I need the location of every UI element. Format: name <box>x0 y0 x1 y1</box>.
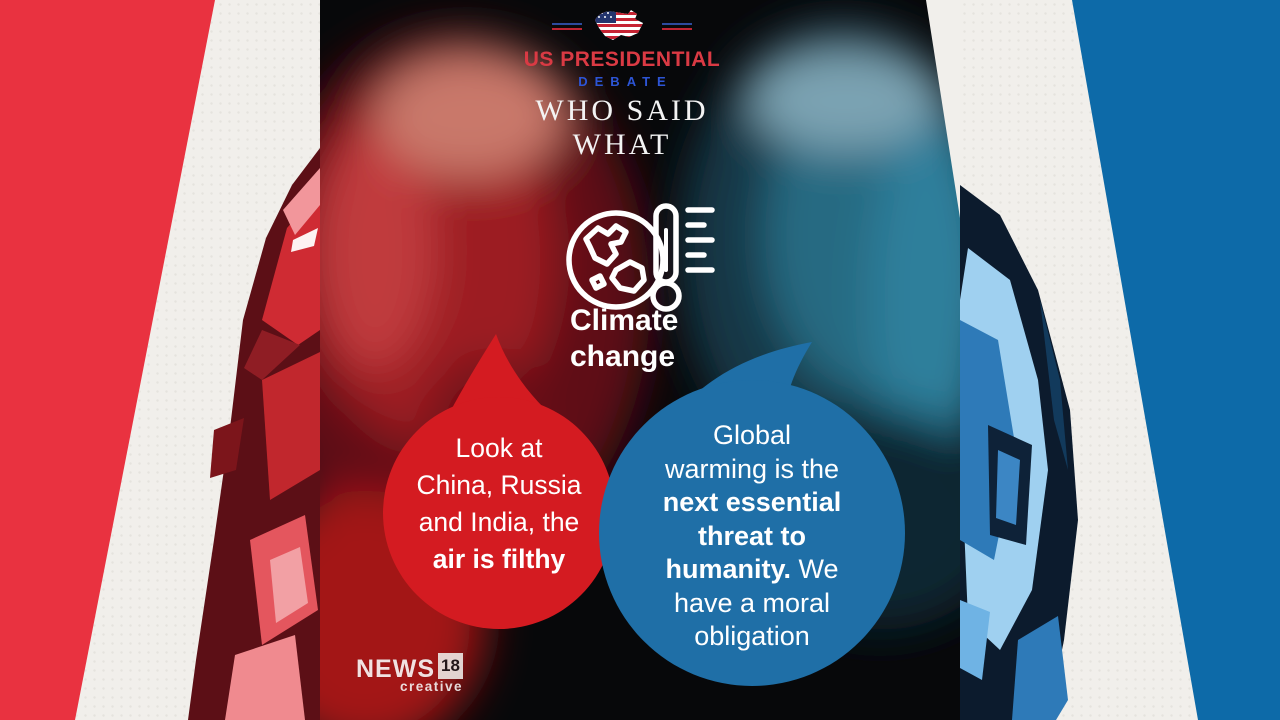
quote-line: next essential <box>662 487 842 517</box>
biden-quote-text: Global warming is the next essential thr… <box>615 419 889 654</box>
quote-line: warming is the <box>664 453 840 484</box>
quote-line: Look at <box>455 433 543 463</box>
us-map-flag-icon <box>595 10 643 40</box>
speech-bubbles <box>383 334 905 686</box>
news18-creative-logo: NEWS 18 creative <box>356 653 463 694</box>
news18-number-badge: 18 <box>438 653 463 679</box>
trump-quote-text: Look at China, Russia and India, the air… <box>384 430 614 578</box>
blue-speech-bubble <box>599 342 905 686</box>
brand-left-lines <box>552 22 582 30</box>
page-title-line1: WHO SAID <box>535 94 709 127</box>
biden-illustration <box>960 0 1280 720</box>
page-title: WHO SAID WHAT <box>422 94 822 162</box>
page-title-line2: WHAT <box>572 128 672 161</box>
brand-right-lines <box>662 22 692 30</box>
quote-line: air is filthy <box>432 544 566 574</box>
quote-line: China, Russia <box>416 470 582 500</box>
news18-creative-label: creative <box>399 679 463 694</box>
quote-line: Global <box>712 420 792 450</box>
news18-wordmark: NEWS <box>356 655 435 683</box>
debate-brand-lockup: US PRESIDENTIAL DEBATE <box>422 6 822 89</box>
quote-line: humanity. We <box>665 554 839 584</box>
right-blue-band <box>960 0 1280 720</box>
brand-title: US PRESIDENTIAL <box>523 48 721 71</box>
center-dark-panel: US PRESIDENTIAL DEBATE WHO SAID WHAT <box>320 0 960 720</box>
brand-subtitle: DEBATE <box>578 74 673 89</box>
red-speech-bubble <box>383 334 615 629</box>
trump-illustration <box>0 0 320 720</box>
quote-line: threat to <box>698 520 806 551</box>
quote-line: have a moral <box>673 587 831 618</box>
left-red-band <box>0 0 320 720</box>
topic-label: Climate change <box>570 304 679 373</box>
globe-thermometer-icon <box>566 203 715 312</box>
quote-line: and India, the <box>418 507 580 537</box>
quote-line: obligation <box>694 621 810 651</box>
paper-corner-wedge <box>926 0 960 218</box>
